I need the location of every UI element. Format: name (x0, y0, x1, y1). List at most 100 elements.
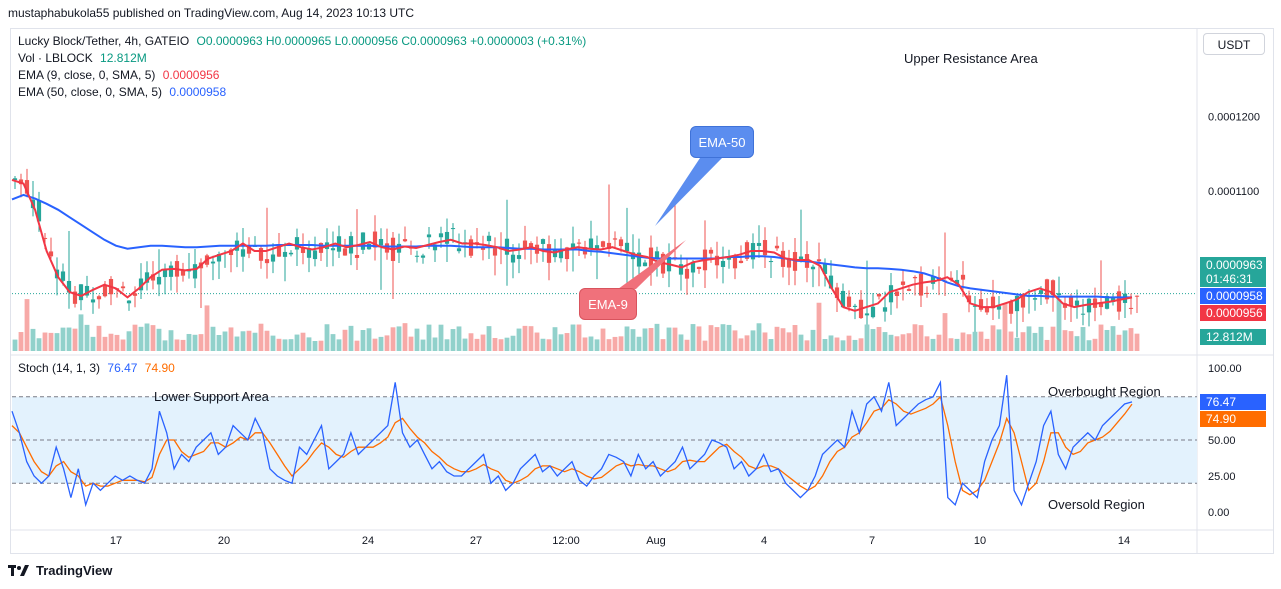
volume-bar (222, 331, 228, 351)
candle-body (192, 264, 198, 279)
volume-bar (726, 324, 732, 351)
volume-bar (498, 339, 504, 351)
volume-bar (534, 332, 540, 351)
volume-bar (936, 334, 942, 351)
candle-body (402, 239, 408, 242)
candle-body (690, 261, 696, 273)
candle-body (678, 264, 684, 275)
candle-body (1068, 295, 1074, 307)
stoch-tick-label: 25.00 (1208, 471, 1236, 483)
legend-ema9[interactable]: EMA (9, close, 0, SMA, 5) 0.0000956 (18, 68, 223, 82)
candle-body (456, 248, 462, 252)
volume-bar (378, 336, 384, 351)
volume-tag: 12.812M (1200, 329, 1266, 345)
volume-bar (630, 329, 636, 351)
time-tick-label: Aug (646, 535, 666, 547)
volume-bar (150, 325, 156, 351)
candle-body (900, 281, 906, 285)
volume-bar (282, 339, 288, 351)
volume-bar (834, 337, 840, 351)
volume-bar (276, 338, 282, 351)
volume-bar (324, 324, 330, 351)
stoch-k-line (11, 375, 1133, 508)
candle-body (714, 255, 720, 266)
volume-bar (744, 335, 750, 351)
volume-bar (822, 339, 828, 351)
candle-body (60, 271, 66, 281)
candle-body (798, 256, 804, 261)
stoch-k-tag: 76.47 (1200, 394, 1266, 410)
vol-value: 12.812M (100, 51, 147, 65)
legend-ema50[interactable]: EMA (50, close, 0, SMA, 5) 0.0000958 (18, 85, 230, 99)
candle-body (1128, 307, 1134, 309)
candle-body (1116, 291, 1122, 312)
volume-bar (246, 330, 252, 351)
candle-body (1056, 293, 1062, 296)
candle-body (726, 256, 732, 260)
volume-bar (240, 331, 246, 351)
volume-bar (132, 324, 138, 351)
volume-bar (1128, 328, 1134, 351)
volume-bar (1074, 336, 1080, 351)
volume-bar (708, 325, 714, 351)
volume-bar (714, 327, 720, 351)
volume-bar (522, 325, 528, 351)
legend-stoch[interactable]: Stoch (14, 1, 3) 76.47 74.90 (18, 361, 179, 375)
volume-bar (78, 314, 84, 351)
candle-body (1050, 280, 1056, 296)
volume-bar (516, 328, 522, 351)
volume-bar (798, 334, 804, 351)
volume-bar (210, 326, 216, 351)
volume-bar (480, 334, 486, 351)
volume-bar (1104, 329, 1110, 351)
volume-bar (330, 334, 336, 351)
candle-body (126, 300, 132, 304)
candle-body (762, 240, 768, 256)
stoch-d-value: 74.90 (144, 361, 175, 375)
ema9-price-tag: 0.0000956 (1200, 305, 1266, 321)
candle-body (882, 307, 888, 312)
volume-bar (690, 324, 696, 351)
volume-bar (204, 305, 210, 351)
ema50-callout: EMA-50 (690, 126, 754, 158)
volume-bar (1092, 338, 1098, 351)
candle-body (720, 260, 726, 267)
candle-body (984, 306, 990, 313)
time-tick-label: 14 (1118, 535, 1130, 547)
legend-volume[interactable]: Vol · LBLOCK 12.812M (18, 51, 151, 65)
volume-bar (816, 302, 822, 351)
volume-bar (372, 338, 378, 351)
candle-body (264, 259, 270, 264)
chart-frame (10, 28, 1274, 554)
candle-body (138, 278, 144, 291)
volume-bar (1086, 340, 1092, 351)
candle-body (744, 242, 750, 259)
volume-bar (582, 337, 588, 351)
legend-main[interactable]: Lucky Block/Tether, 4h, GATEIO O0.000096… (18, 34, 590, 48)
candle-body (1080, 313, 1086, 315)
candle-body (912, 276, 918, 279)
candle-body (312, 250, 318, 260)
candle-body (696, 266, 702, 269)
candle-body (846, 296, 852, 308)
volume-bar (90, 336, 96, 351)
candle-body (432, 244, 438, 251)
volume-bar (924, 336, 930, 351)
volume-bar (894, 336, 900, 351)
candle-body (918, 273, 924, 296)
candle-body (996, 306, 1002, 310)
last-price-tag: 0.0000963 01:46:31 (1200, 257, 1266, 287)
candle-body (1044, 279, 1050, 300)
currency-button[interactable]: USDT (1203, 33, 1265, 55)
volume-bar (606, 339, 612, 351)
candle-body (276, 245, 282, 257)
volume-bar (156, 328, 162, 351)
candle-body (960, 274, 966, 280)
candle-body (12, 178, 18, 181)
volume-bar (756, 323, 762, 351)
candle-body (792, 252, 798, 271)
volume-bar (438, 324, 444, 351)
volume-bar (840, 340, 846, 351)
stoch-d-line (11, 395, 1133, 496)
footer-brand[interactable]: TradingView (8, 563, 112, 578)
